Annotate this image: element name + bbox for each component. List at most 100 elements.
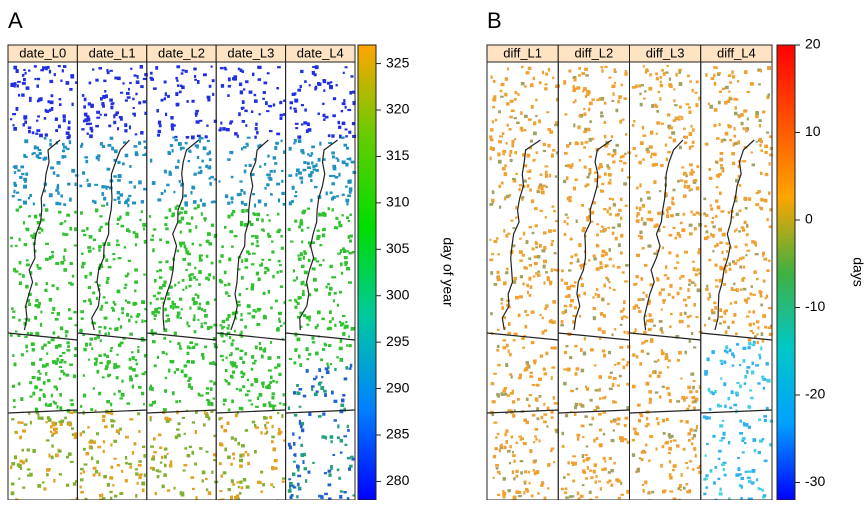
map-pixel <box>504 387 508 390</box>
map-pixel <box>528 482 530 484</box>
map-pixel <box>617 100 619 104</box>
map-pixel <box>505 363 508 367</box>
map-pixel <box>603 228 607 231</box>
map-pixel <box>255 235 259 239</box>
map-pixel <box>89 343 91 346</box>
map-pixel <box>507 450 511 453</box>
map-pixel <box>309 155 312 157</box>
map-pixel <box>106 202 108 205</box>
map-pixel <box>107 168 111 171</box>
map-pixel <box>90 408 93 411</box>
map-pixel <box>333 97 336 100</box>
map-pixel <box>758 138 762 140</box>
map-pixel <box>120 325 122 329</box>
map-pixel <box>687 386 691 390</box>
map-pixel <box>714 82 716 86</box>
map-pixel <box>747 470 751 472</box>
map-pixel <box>34 78 36 80</box>
map-pixel <box>729 81 732 84</box>
map-pixel <box>135 233 138 237</box>
map-pixel <box>79 185 82 188</box>
map-pixel <box>660 84 663 87</box>
map-pixel <box>261 355 264 359</box>
map-pixel <box>174 284 176 287</box>
map-pixel <box>724 101 728 105</box>
map-pixel <box>645 425 648 427</box>
map-pixel <box>22 429 26 432</box>
map-pixel <box>81 128 84 130</box>
map-pixel <box>269 105 272 107</box>
map-pixel <box>731 390 734 394</box>
map-pixel <box>528 257 531 260</box>
map-pixel <box>764 419 767 422</box>
map-pixel <box>547 144 550 148</box>
map-pixel <box>63 372 65 375</box>
map-pixel <box>223 471 227 474</box>
border <box>630 333 701 340</box>
map-pixel <box>686 408 689 410</box>
map-pixel <box>302 293 305 296</box>
map-pixel <box>114 149 118 153</box>
map-pixel <box>713 66 716 68</box>
map-pixel <box>744 70 748 74</box>
map-pixel <box>58 125 61 129</box>
map-pixel <box>170 144 173 147</box>
map-pixel <box>312 267 316 270</box>
map-pixel <box>103 185 107 188</box>
map-pixel <box>232 483 235 485</box>
map-pixel <box>717 478 720 480</box>
map-pixel <box>58 65 61 67</box>
map-pixel <box>261 218 263 222</box>
map-pixel <box>281 180 283 183</box>
map-pixel <box>725 330 728 334</box>
map-pixel <box>535 242 538 245</box>
map-pixel <box>598 413 602 416</box>
map-pixel <box>182 289 184 291</box>
map-pixel <box>660 464 663 468</box>
map-pixel <box>581 72 585 75</box>
map-pixel <box>161 99 164 102</box>
map-pixel <box>84 113 88 117</box>
map-pixel <box>303 161 306 164</box>
map-pixel <box>587 466 589 470</box>
map-pixel <box>297 469 299 472</box>
map-pixel <box>752 294 756 296</box>
map-pixel <box>129 333 133 336</box>
map-pixel <box>301 265 305 268</box>
map-pixel <box>86 227 88 230</box>
map-pixel <box>140 131 143 135</box>
map-pixel <box>189 229 192 233</box>
map-pixel <box>241 486 244 489</box>
map-pixel <box>653 325 656 327</box>
map-pixel <box>34 304 38 307</box>
map-pixel <box>268 173 270 176</box>
map-pixel <box>328 497 332 499</box>
map-pixel <box>69 262 72 265</box>
map-pixel <box>609 388 613 390</box>
map-pixel <box>742 160 746 162</box>
map-pixel <box>264 424 266 427</box>
map-pixel <box>228 77 231 81</box>
map-pixel <box>71 169 75 173</box>
map-pixel <box>681 473 683 477</box>
map-pixel <box>523 129 526 131</box>
map-pixel <box>142 446 145 448</box>
map-pixel <box>328 483 332 486</box>
map-pixel <box>57 184 59 187</box>
map-pixel <box>528 277 531 281</box>
map-pixel <box>498 253 500 255</box>
map-pixel <box>251 283 254 287</box>
map-pixel <box>506 195 510 198</box>
map-pixel <box>90 338 93 341</box>
map-pixel <box>226 356 228 359</box>
map-pixel <box>27 474 31 477</box>
map-pixel <box>202 479 204 482</box>
map-pixel <box>696 81 699 84</box>
map-pixel <box>624 72 627 75</box>
map-pixel <box>708 168 711 171</box>
map-pixel <box>86 179 88 182</box>
map-pixel <box>709 105 713 109</box>
map-pixel <box>550 347 554 350</box>
map-pixel <box>332 454 335 456</box>
map-pixel <box>697 288 701 292</box>
